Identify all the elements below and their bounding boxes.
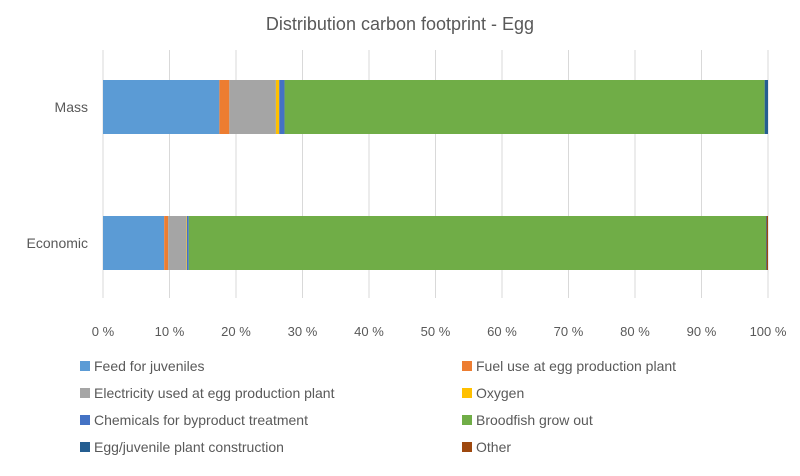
legend-label: Feed for juveniles — [94, 358, 205, 374]
x-tick-labels: 0 % 10 % 20 % 30 % 40 % 50 % 60 % 70 % 80 % 90 % 1… — [92, 324, 787, 339]
x-tick-label: 20 % — [221, 324, 251, 339]
legend-swatch — [80, 388, 90, 398]
bar-segment — [279, 80, 285, 134]
bar-segment — [188, 216, 767, 270]
bar-segment — [284, 80, 765, 134]
bar-segment — [229, 80, 276, 134]
x-tick-label: 100 % — [750, 324, 787, 339]
legend-swatch — [80, 415, 90, 425]
bars — [103, 80, 768, 270]
x-tick-label: 70 % — [554, 324, 584, 339]
category-label: Mass — [55, 99, 88, 115]
category-label: Economic — [27, 235, 88, 251]
chart-title: Distribution carbon footprint - Egg — [266, 14, 534, 34]
legend-label: Chemicals for byproduct treatment — [94, 412, 308, 428]
legend-swatch — [462, 415, 472, 425]
x-tick-label: 90 % — [687, 324, 717, 339]
x-tick-label: 0 % — [92, 324, 115, 339]
x-tick-label: 50 % — [421, 324, 451, 339]
x-tick-label: 80 % — [620, 324, 650, 339]
bar-segment — [186, 216, 187, 270]
bar-segment — [103, 216, 165, 270]
x-tick-label: 10 % — [155, 324, 185, 339]
bar-segment — [186, 216, 189, 270]
legend-label: Electricity used at egg production plant — [94, 385, 335, 401]
x-tick-label: 40 % — [354, 324, 384, 339]
legend-swatch — [462, 388, 472, 398]
legend-swatch — [462, 442, 472, 452]
bar-segment — [766, 216, 768, 270]
legend-label: Oxygen — [476, 385, 524, 401]
bar-segment — [766, 216, 767, 270]
category-labels: Mass Economic — [27, 99, 88, 251]
legend-label: Other — [476, 439, 511, 455]
bar-segment — [764, 80, 768, 134]
legend-swatch — [80, 442, 90, 452]
legend-label: Fuel use at egg production plant — [476, 358, 676, 374]
bar-segment — [164, 216, 169, 270]
bar-segment — [103, 80, 220, 134]
legend-swatch — [462, 361, 472, 371]
x-tick-label: 60 % — [487, 324, 517, 339]
legend-label: Egg/juvenile plant construction — [94, 439, 284, 455]
legend-label: Broodfish grow out — [476, 412, 593, 428]
bar-segment — [219, 80, 230, 134]
bar-segment — [168, 216, 187, 270]
legend-swatch — [80, 361, 90, 371]
legend: Feed for juveniles Fuel use at egg produc… — [80, 358, 676, 455]
x-tick-label: 30 % — [288, 324, 318, 339]
bar-segment — [275, 80, 280, 134]
